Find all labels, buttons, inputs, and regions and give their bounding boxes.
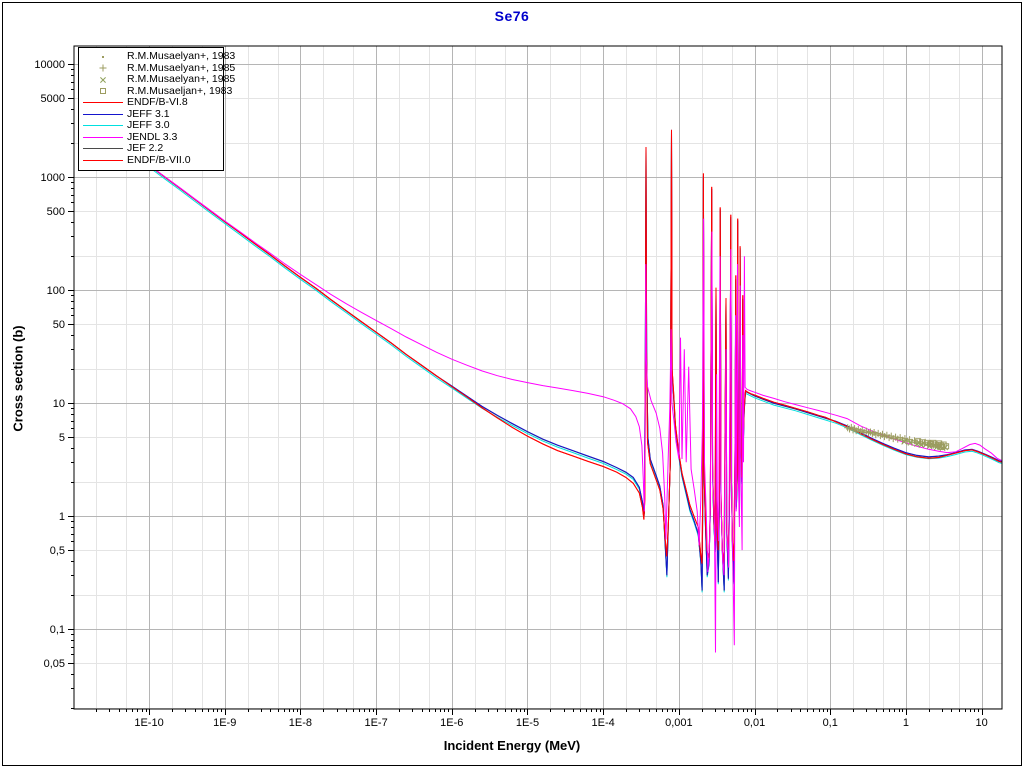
legend-dot-marker-icon	[79, 52, 127, 62]
curve-jeff-3-0	[148, 131, 1002, 593]
x-tick-label: 1E-7	[364, 717, 387, 729]
legend-line-swatch	[79, 102, 127, 104]
x-tick-label: 0,01	[744, 717, 765, 729]
curve-jeff-3-1	[148, 129, 1002, 591]
legend-item-label: R.M.Musaelyan+, 1985	[127, 73, 236, 86]
y-tick-label: 10000	[34, 59, 65, 71]
legend-item: JENDL 3.3	[79, 130, 223, 144]
curve-jef-2-2	[148, 130, 1002, 591]
y-tick-label: 1	[59, 511, 65, 523]
dataset-square	[915, 438, 950, 450]
chart-title: Se76	[494, 8, 530, 24]
legend-x-marker-icon	[79, 75, 127, 85]
legend-item-label: R.M.Musaelyan+, 1985	[127, 61, 236, 74]
grid-major	[74, 46, 1002, 709]
y-tick-label: 10	[53, 398, 65, 410]
legend-item: R.M.Musaelyan+, 1985	[79, 74, 235, 86]
curve-jendl-3-3	[148, 164, 1002, 653]
y-tick-label: 100	[47, 285, 65, 297]
legend-item: ENDF/B-VII.0	[79, 153, 223, 167]
legend-item-label: JENDL 3.3	[127, 130, 178, 143]
legend-item: ENDF/B-VI.8	[79, 97, 223, 109]
legend-plus-marker-icon	[79, 63, 127, 73]
data-points	[844, 423, 950, 452]
legend-item-label: R.M.Musaelyan+, 1983	[127, 50, 236, 63]
x-tick-label: 1E-10	[134, 717, 163, 729]
legend-item-label: JEF 2.2	[127, 142, 164, 155]
y-tick-label: 5000	[41, 93, 65, 105]
x-tick-label: 10	[975, 717, 987, 729]
y-tick-label: 50	[53, 319, 65, 331]
x-tick-label: 1E-9	[213, 717, 236, 729]
legend-item-label: JEFF 3.1	[127, 107, 170, 120]
legend-line-swatch	[79, 148, 127, 150]
legend-item-label: ENDF/B-VII.0	[127, 153, 191, 166]
x-tick-label: 1E-5	[516, 717, 539, 729]
legend-item-label: ENDF/B-VI.8	[127, 96, 188, 109]
curve-endf-b-vii-0	[148, 129, 1002, 564]
x-tick-label: 1E-8	[289, 717, 312, 729]
legend-item: JEFF 3.0	[79, 120, 223, 132]
legend-line-swatch	[79, 125, 127, 127]
y-tick-label: 0,5	[50, 545, 65, 557]
tick-labels: 1E-10 1E-9 1E-8 1E-7 1E-6 1E-5 1E-4 0,001 0,01 0,…	[34, 59, 987, 729]
legend-item: R.M.Musaeljan+, 1983	[79, 85, 232, 98]
legend-item-label: JEFF 3.0	[127, 119, 170, 132]
legend-item: R.M.Musaelyan+, 1983	[79, 51, 235, 63]
legend-item: JEF 2.2	[79, 143, 223, 155]
x-tick-label: 1E-6	[440, 717, 463, 729]
curve-endf-b-vi-8	[148, 129, 1002, 564]
legend-item-label: R.M.Musaeljan+, 1983	[127, 84, 233, 97]
legend-line-swatch	[79, 136, 127, 138]
y-axis-label: Cross section (b)	[10, 325, 26, 432]
y-tick-label: 0,05	[44, 658, 65, 670]
y-tick-label: 5	[59, 432, 65, 444]
y-tick-label: 500	[47, 206, 65, 218]
y-tick-label: 1000	[41, 172, 65, 184]
x-tick-label: 1E-4	[592, 717, 615, 729]
legend-square-marker-icon	[79, 86, 127, 96]
axes	[68, 45, 1003, 715]
x-tick-label: 0,1	[823, 717, 838, 729]
x-tick-label: 0,001	[665, 717, 693, 729]
legend-item: R.M.Musaelyan+, 1985	[79, 62, 235, 75]
curves	[148, 129, 1002, 653]
legend: R.M.Musaelyan+, 1983 R.M.Musaelyan+, 1985…	[78, 47, 235, 171]
legend-line-swatch	[79, 159, 127, 161]
x-axis-label: Incident Energy (MeV)	[443, 738, 581, 753]
legend-item: JEFF 3.1	[79, 107, 223, 121]
x-tick-label: 1	[903, 717, 909, 729]
legend-line-swatch	[79, 113, 127, 115]
y-tick-label: 0,1	[50, 624, 65, 636]
